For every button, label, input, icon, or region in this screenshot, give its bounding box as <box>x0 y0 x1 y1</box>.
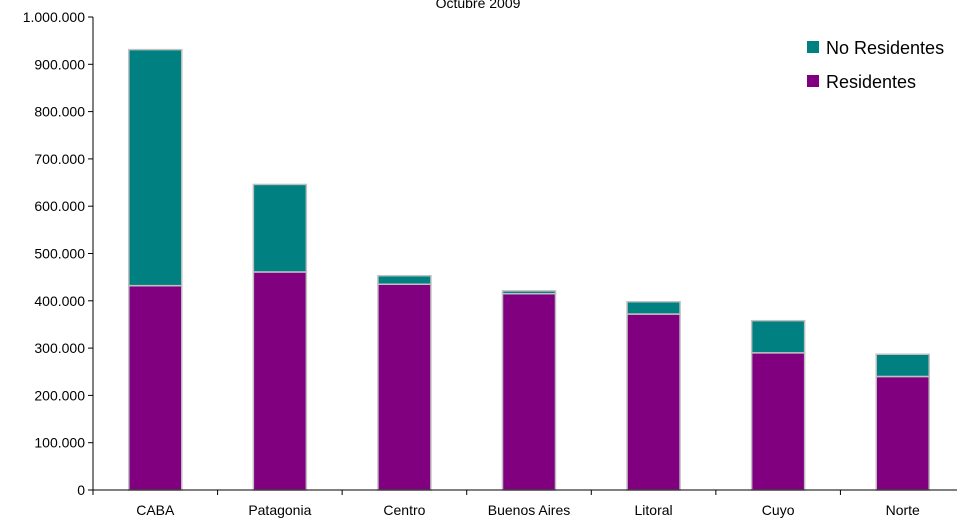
y-tick-label: 700.000 <box>34 151 85 167</box>
bar-no-residentes <box>750 319 806 354</box>
bars-group <box>128 48 930 491</box>
chart-title: Octubre 2009 <box>436 0 521 11</box>
y-tick-label: 400.000 <box>34 293 85 309</box>
y-tick-label: 600.000 <box>34 198 85 214</box>
y-tick-label: 100.000 <box>34 435 85 451</box>
bar-residentes <box>377 283 432 491</box>
bar-residentes <box>875 375 930 491</box>
legend-label: Residentes <box>826 72 916 92</box>
x-tick-label: Buenos Aires <box>488 502 571 518</box>
bar-residentes <box>501 292 557 491</box>
y-tick-label: 800.000 <box>34 104 85 120</box>
bar-no-residentes <box>252 183 308 273</box>
bar-no-residentes <box>501 290 557 295</box>
x-tick-label: Centro <box>383 502 425 518</box>
x-tick-label: Norte <box>886 502 920 518</box>
bar-no-residentes <box>875 353 930 378</box>
y-tick-label: 900.000 <box>34 56 85 72</box>
y-tick-label: 200.000 <box>34 387 85 403</box>
x-tick-label: Patagonia <box>248 502 311 518</box>
x-tick-label: CABA <box>136 502 175 518</box>
bar-no-residentes <box>626 300 681 315</box>
y-tick-label: 0 <box>77 482 85 498</box>
y-tick-label: 500.000 <box>34 246 85 262</box>
bar-no-residentes <box>128 48 183 287</box>
legend-label: No Residentes <box>826 38 944 58</box>
bar-residentes <box>252 271 308 491</box>
y-axis: 0 100.000 200.000 300.000 400.000 500.000 600.… <box>23 9 94 498</box>
x-axis: CABA Patagonia Centro Buenos Aires Litoral Cu… <box>92 489 957 518</box>
bar-residentes <box>750 352 806 491</box>
legend: No Residentes Residentes <box>807 38 944 92</box>
y-tick-label: 300.000 <box>34 340 85 356</box>
legend-swatch <box>807 41 819 53</box>
x-tick-label: Litoral <box>635 502 673 518</box>
bar-residentes <box>626 313 681 491</box>
bar-residentes <box>128 284 183 491</box>
x-tick-label: Cuyo <box>762 502 795 518</box>
y-tick-label: 1.000.000 <box>23 9 85 25</box>
bar-no-residentes <box>377 274 432 285</box>
legend-swatch <box>807 75 819 87</box>
